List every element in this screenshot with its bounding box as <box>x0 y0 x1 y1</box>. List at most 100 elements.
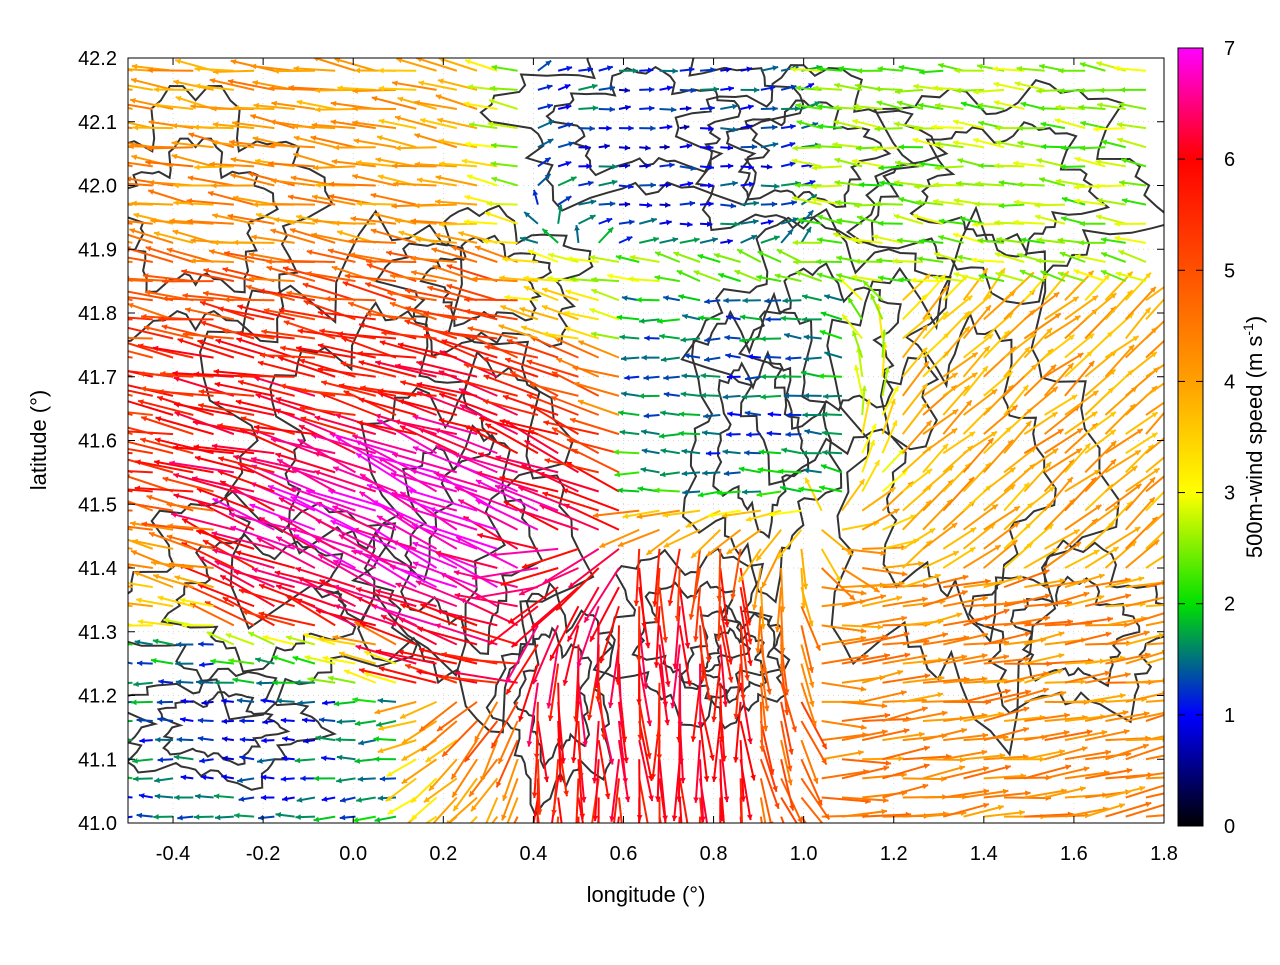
wind-arrow-shaft <box>1024 549 1058 568</box>
wind-arrow <box>862 690 906 702</box>
terrain-contour <box>848 80 1176 304</box>
wind-arrow-head <box>1040 756 1045 762</box>
wind-arrow <box>158 757 173 763</box>
wind-arrow-shaft <box>696 740 700 803</box>
wind-arrow <box>133 776 153 782</box>
wind-arrow <box>119 815 133 821</box>
wind-arrow-shaft <box>268 486 335 511</box>
wind-arrow <box>558 798 568 858</box>
wind-arrow-shaft <box>450 817 477 845</box>
wind-arrow-shaft <box>1146 447 1177 472</box>
wind-arrow <box>214 793 234 799</box>
wind-arrow <box>660 472 680 478</box>
wind-arrow <box>151 658 173 664</box>
wind-arrow <box>923 523 957 549</box>
wind-arrow <box>1146 373 1180 396</box>
wind-arrow-head <box>1165 782 1171 787</box>
wind-arrow-head <box>596 853 602 858</box>
wind-arrow-head <box>657 848 663 853</box>
wind-arrow-head <box>1162 650 1168 656</box>
wind-arrow-head <box>624 375 630 381</box>
wind-arrow-head <box>107 227 113 232</box>
wind-arrow <box>178 338 234 358</box>
wind-arrow-head <box>613 449 618 455</box>
wind-arrow-shaft <box>112 721 133 722</box>
wind-arrow-head <box>119 815 125 821</box>
wind-arrow-head <box>723 394 728 400</box>
wind-arrow <box>282 736 294 742</box>
wind-arrow-head <box>672 816 678 822</box>
wind-arrow <box>644 413 660 419</box>
wind-arrow-head <box>1171 447 1177 453</box>
wind-arrow-head <box>104 276 109 282</box>
wind-arrow-head <box>119 794 125 800</box>
wind-arrow-head <box>118 623 123 629</box>
wind-arrow <box>1065 632 1111 645</box>
wind-arrow <box>524 212 538 224</box>
wind-arrow-shaft <box>116 581 153 587</box>
wind-arrow-head <box>682 373 687 379</box>
wind-arrow-head <box>176 642 181 648</box>
wind-arrow <box>661 357 680 363</box>
wind-arrow <box>174 795 193 801</box>
wind-arrow-head <box>780 374 785 380</box>
wind-arrow <box>111 773 132 779</box>
wind-arrow <box>411 778 436 802</box>
wind-arrow-shaft <box>270 204 315 205</box>
wind-arrow-head <box>723 298 728 304</box>
wind-arrow-shaft <box>822 721 867 728</box>
wind-arrow-shaft <box>862 487 895 510</box>
wind-arrow <box>88 519 133 530</box>
wind-arrow-shaft <box>429 798 457 829</box>
wind-arrow <box>1035 214 1065 223</box>
wind-arrow-head <box>337 719 342 725</box>
wind-arrow-head <box>535 831 541 836</box>
wind-arrow <box>521 325 558 338</box>
wind-arrow <box>639 237 659 243</box>
wind-arrow <box>80 455 133 472</box>
wind-arrow-shaft <box>1065 633 1111 644</box>
wind-arrow-shaft <box>1085 804 1125 816</box>
wind-arrow-head <box>91 232 97 238</box>
wind-arrow <box>118 623 153 629</box>
wind-arrow <box>657 318 680 324</box>
wind-arrow-head <box>120 438 126 444</box>
wind-arrow <box>615 472 640 478</box>
wind-arrow <box>822 530 853 556</box>
wind-arrow <box>194 814 214 820</box>
wind-arrow-head <box>679 411 684 417</box>
wind-arrow-head <box>579 814 585 819</box>
wind-arrow-head <box>233 240 238 246</box>
wind-arrow <box>682 314 700 320</box>
wind-arrow-head <box>816 259 821 265</box>
wind-arrow-head <box>551 810 557 815</box>
wind-arrow <box>460 405 518 434</box>
wind-arrow-shaft <box>471 817 497 851</box>
wind-arrow <box>190 258 233 264</box>
wind-arrow-shaft <box>923 523 957 549</box>
wind-arrow <box>154 777 173 783</box>
wind-arrow-head <box>80 349 86 355</box>
wind-arrow-shaft <box>284 261 335 262</box>
wind-arrow-head <box>153 814 158 820</box>
wind-arrow-head <box>819 373 824 379</box>
wind-arrow-head <box>663 701 669 707</box>
wind-arrow-head <box>747 354 753 360</box>
wind-arrow-shaft <box>943 804 989 817</box>
wind-arrow <box>691 683 700 742</box>
terrain-contour <box>969 540 1183 721</box>
wind-arrow-shaft <box>578 341 619 358</box>
wind-arrow <box>542 288 578 301</box>
wind-arrow <box>1085 293 1116 319</box>
wind-arrow <box>741 817 748 873</box>
wind-arrow-head <box>1169 401 1175 407</box>
wind-arrow <box>805 478 822 511</box>
wind-arrow <box>218 470 275 491</box>
wind-arrow-head <box>542 869 548 875</box>
wind-arrow <box>239 755 254 761</box>
wind-arrow-shaft <box>81 400 133 415</box>
wind-arrow <box>760 336 781 342</box>
wind-arrow <box>281 776 295 782</box>
wind-arrow <box>781 229 793 243</box>
wind-arrow-head <box>610 831 616 837</box>
